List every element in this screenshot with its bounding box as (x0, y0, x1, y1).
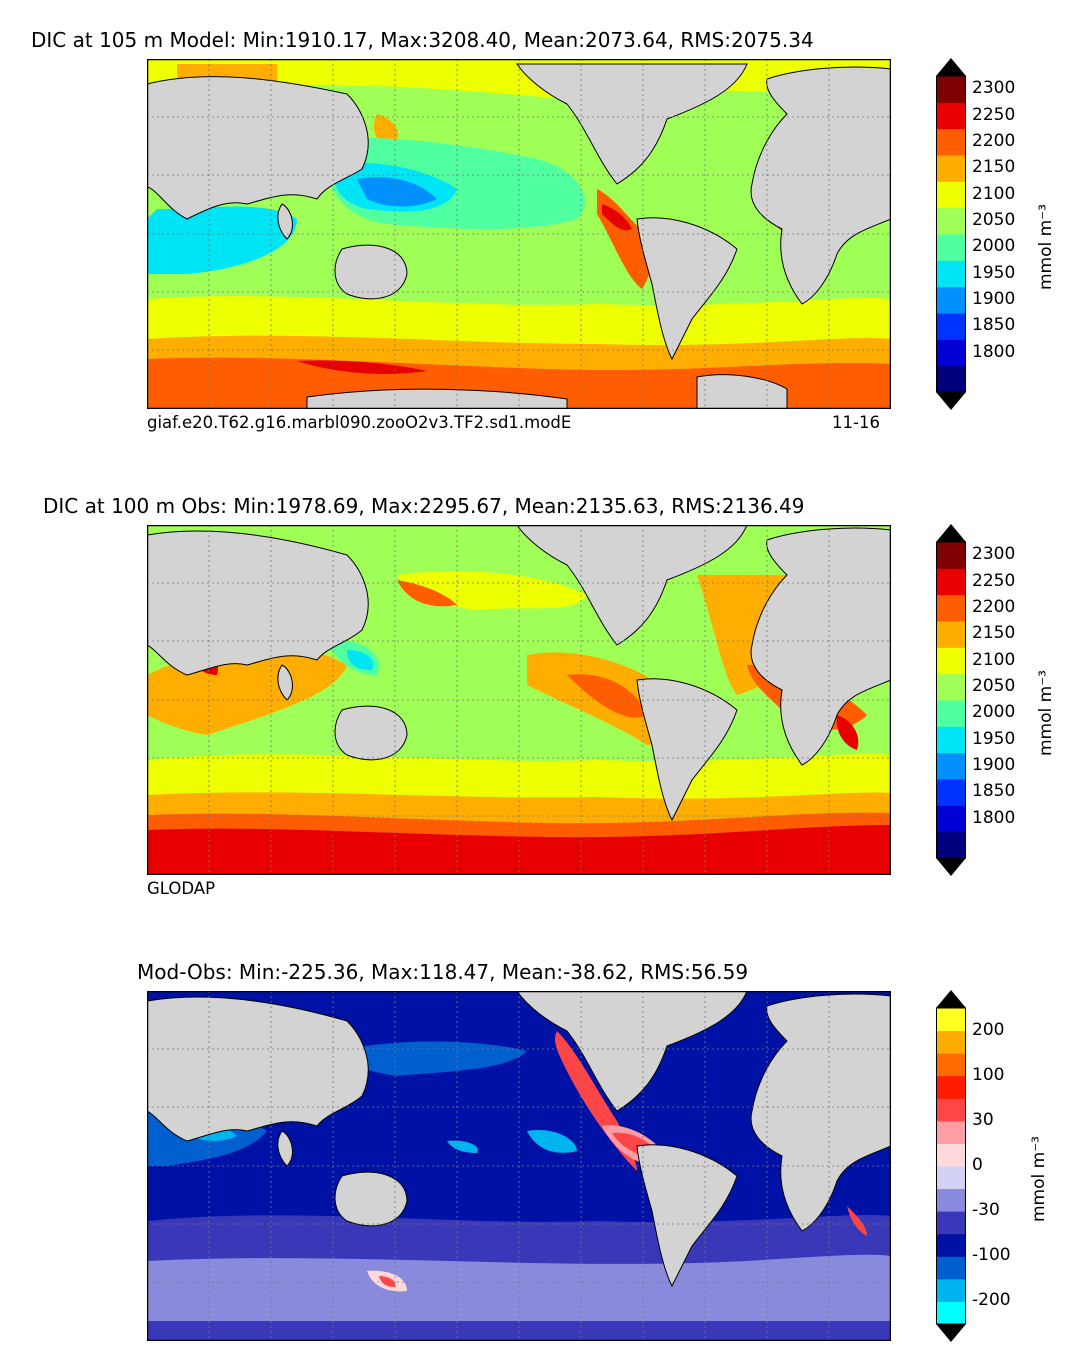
colorbar-segment (936, 779, 966, 806)
colorbar-segment (936, 831, 966, 859)
colorbar-segment (936, 1098, 966, 1122)
colorbar-segment (936, 1188, 966, 1212)
panel2-colorbar-unit: mmol m⁻³ (1036, 670, 1056, 756)
colorbar-segment (936, 76, 966, 103)
panel3-title: Mod-Obs: Min:-225.36, Max:118.47, Mean:-… (137, 960, 749, 984)
colorbar-tick-label: 2050 (972, 209, 1016, 230)
colorbar-segment (936, 1008, 966, 1032)
colorbar-segment (936, 234, 966, 261)
colorbar-segment (936, 128, 966, 156)
colorbar-max-arrow (936, 58, 966, 76)
panel2-title: DIC at 100 m Obs: Min:1978.69, Max:2295.… (43, 494, 805, 518)
colorbar-segment (936, 1120, 966, 1144)
colorbar-tick-label: 30 (972, 1109, 994, 1130)
colorbar-min-arrow (936, 1324, 966, 1342)
panel1-title: DIC at 105 m Model: Min:1910.17, Max:320… (31, 28, 814, 52)
colorbar-segment (936, 286, 966, 314)
colorbar-segment (936, 1211, 966, 1235)
panel1-colorbar-unit: mmol m⁻³ (1036, 204, 1056, 290)
colorbar-tick-label: 2050 (972, 675, 1016, 696)
colorbar-segment (936, 594, 966, 622)
colorbar-tick-label: 2200 (972, 596, 1016, 617)
colorbar-tick-label: 2200 (972, 130, 1016, 151)
colorbar-tick-label: 1900 (972, 754, 1016, 775)
colorbar-tick-label: 1850 (972, 781, 1016, 802)
colorbar-segment (936, 260, 966, 288)
colorbar-segment (936, 1166, 966, 1190)
colorbar-max-arrow (936, 990, 966, 1008)
colorbar-tick-label: 1800 (972, 341, 1016, 362)
colorbar-segment (936, 726, 966, 754)
colorbar-segment (936, 102, 966, 130)
colorbar-max-arrow (936, 524, 966, 542)
colorbar-tick-label: 1800 (972, 807, 1016, 828)
panel2-caption-left: GLODAP (147, 879, 216, 898)
colorbar-segment (936, 365, 966, 393)
colorbar-tick-label: 2250 (972, 570, 1016, 591)
panel2-colorbar (936, 524, 966, 876)
colorbar-tick-label: 2100 (972, 183, 1016, 204)
panel1-caption-right: 11-16 (832, 413, 880, 432)
colorbar-tick-label: -30 (972, 1200, 1000, 1221)
colorbar-tick-label: 2300 (972, 78, 1016, 99)
panel3-colorbar-unit: mmol m⁻³ (1029, 1136, 1049, 1222)
panel3-colorbar (936, 990, 966, 1342)
colorbar-tick-label: -200 (972, 1290, 1011, 1311)
colorbar-segment (936, 1143, 966, 1167)
colorbar-min-arrow (936, 858, 966, 876)
colorbar-tick-label: 2000 (972, 236, 1016, 257)
colorbar-segment (936, 542, 966, 569)
colorbar-segment (936, 647, 966, 675)
colorbar-segment (936, 1301, 966, 1325)
panel2-map (147, 525, 891, 875)
colorbar-segment (936, 621, 966, 648)
colorbar-tick-label: 100 (972, 1064, 1005, 1085)
colorbar-tick-label: 1850 (972, 315, 1016, 336)
colorbar-segment (936, 752, 966, 780)
colorbar-tick-label: 1950 (972, 262, 1016, 283)
colorbar-segment (936, 673, 966, 701)
colorbar-segment (936, 805, 966, 833)
colorbar-segment (936, 1256, 966, 1280)
colorbar-tick-label: 2150 (972, 157, 1016, 178)
colorbar-tick-label: 1950 (972, 728, 1016, 749)
colorbar-tick-label: 200 (972, 1019, 1005, 1040)
colorbar-segment (936, 1278, 966, 1302)
colorbar-tick-label: 2150 (972, 623, 1016, 644)
colorbar-tick-label: 2300 (972, 544, 1016, 565)
colorbar-segment (936, 700, 966, 727)
colorbar-min-arrow (936, 392, 966, 410)
panel1-colorbar (936, 58, 966, 410)
panel1-caption-left: giaf.e20.T62.g16.marbl090.zooO2v3.TF2.sd… (147, 413, 572, 432)
colorbar-tick-label: -100 (972, 1245, 1011, 1266)
colorbar-tick-label: 1900 (972, 288, 1016, 309)
colorbar-segment (936, 313, 966, 340)
colorbar-tick-label: 2100 (972, 649, 1016, 670)
colorbar-segment (936, 155, 966, 182)
colorbar-segment (936, 568, 966, 596)
colorbar-segment (936, 1030, 966, 1054)
colorbar-segment (936, 1233, 966, 1257)
colorbar-segment (936, 207, 966, 235)
colorbar-tick-label: 2000 (972, 702, 1016, 723)
colorbar-segment (936, 181, 966, 209)
colorbar-segment (936, 339, 966, 367)
colorbar-tick-label: 0 (972, 1155, 983, 1175)
colorbar-tick-label: 2250 (972, 104, 1016, 125)
colorbar-segment (936, 1053, 966, 1077)
panel1-map (147, 59, 891, 409)
panel3-map (147, 991, 891, 1341)
colorbar-segment (936, 1075, 966, 1099)
